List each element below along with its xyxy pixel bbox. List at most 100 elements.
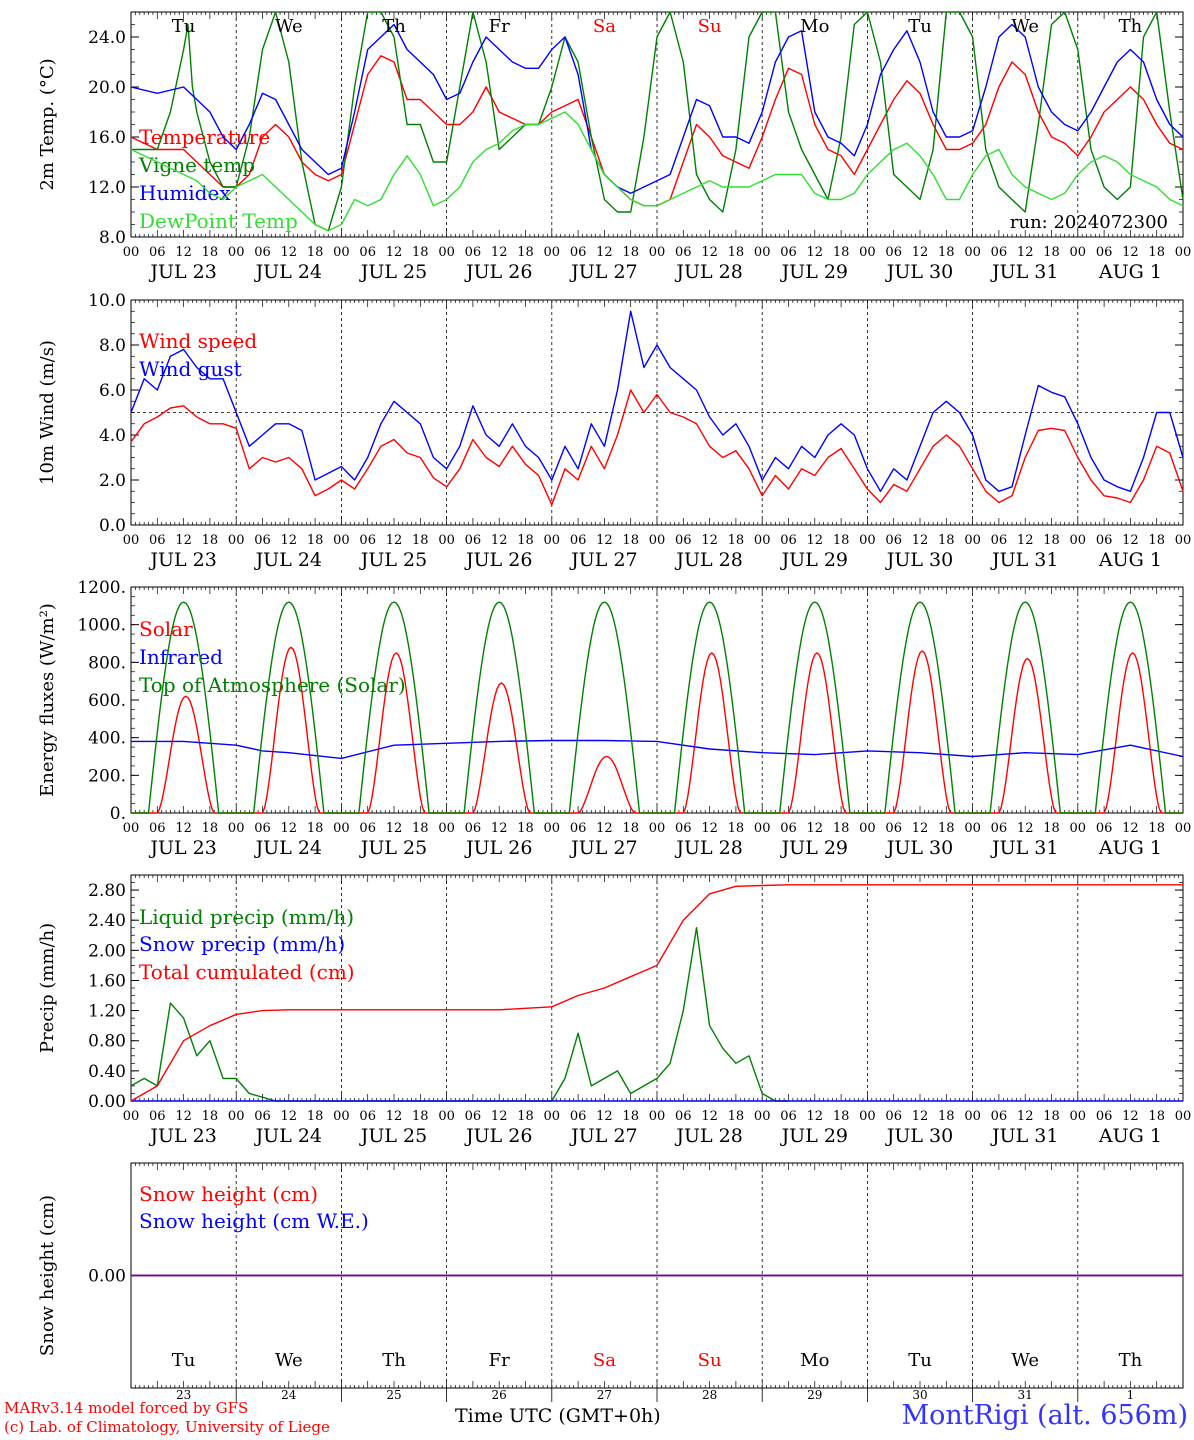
precip-hour-label: 18 [307, 1109, 324, 1124]
temp-series-1 [131, 11, 1184, 232]
energy-hour-label: 18 [412, 821, 429, 836]
energy-hour-label: 00 [544, 821, 561, 836]
precip-date-label: JUL 28 [674, 1125, 742, 1147]
wind-hour-label: 00 [1070, 533, 1087, 548]
wind-series-0 [130, 389, 1184, 506]
energy-ytick-label: 0. [110, 804, 126, 824]
energy-hour-label: 12 [807, 821, 824, 836]
temp-ytick-label: 24.0 [88, 28, 126, 48]
energy-hour-label: 00 [964, 821, 981, 836]
precip-hour-label: 06 [885, 1109, 902, 1124]
precip-hour-label: 18 [412, 1109, 429, 1124]
wind-series-1 [130, 310, 1184, 492]
top-day-name: We [275, 16, 303, 37]
wind-hour-label: 06 [254, 533, 271, 548]
energy-hour-label: 00 [649, 821, 666, 836]
temp-hour-label: 00 [754, 245, 771, 260]
temp-hour-label: 00 [438, 245, 455, 260]
precip-hour-label: 12 [912, 1109, 929, 1124]
precip-hour-label: 18 [1148, 1109, 1165, 1124]
bottom-day-number: 29 [807, 1388, 822, 1402]
energy-hour-label: 12 [491, 821, 508, 836]
temp-hour-label: 00 [1175, 245, 1192, 260]
temp-hour-label: 06 [465, 245, 482, 260]
bottom-day-name: Fr [489, 1350, 510, 1371]
top-day-name: Fr [489, 16, 510, 37]
energy-hour-label: 12 [281, 821, 298, 836]
energy-hour-label: 12 [701, 821, 718, 836]
temp-hour-label: 12 [175, 245, 192, 260]
bottom-day-number: 26 [492, 1388, 507, 1402]
temp-hour-label: 12 [491, 245, 508, 260]
energy-ytick-label: 1200. [77, 578, 126, 598]
wind-ylabel: 10m Wind (m/s) [37, 340, 58, 485]
energy-hour-label: 06 [149, 821, 166, 836]
temp-hour-label: 18 [202, 245, 219, 260]
wind-hour-label: 12 [701, 533, 718, 548]
temp-hour-label: 06 [254, 245, 271, 260]
energy-date-label: JUL 27 [569, 837, 637, 859]
temp-hour-label: 12 [701, 245, 718, 260]
precip-hour-label: 12 [175, 1109, 192, 1124]
energy-date-label: JUL 25 [359, 837, 427, 859]
wind-legend-0: Wind speed [139, 329, 257, 353]
wind-hour-label: 12 [596, 533, 613, 548]
temp-series-2 [130, 23, 1184, 194]
wind-hour-label: 00 [859, 533, 876, 548]
precip-date-label: AUG 1 [1098, 1125, 1162, 1147]
energy-hour-label: 06 [570, 821, 587, 836]
energy-legend-2: Top of Atmosphere (Solar) [139, 673, 406, 697]
wind-hour-label: 06 [675, 533, 692, 548]
precip-hour-label: 18 [517, 1109, 534, 1124]
wind-hour-label: 00 [123, 533, 140, 548]
model-credit-line1: MARv3.14 model forced by GFS [4, 1399, 249, 1417]
precip-hour-label: 18 [622, 1109, 639, 1124]
temp-hour-label: 12 [807, 245, 824, 260]
wind-hour-label: 06 [780, 533, 797, 548]
bottom-day-number: 28 [702, 1388, 717, 1402]
precip-hour-label: 18 [938, 1109, 955, 1124]
energy-hour-label: 18 [307, 821, 324, 836]
precip-hour-label: 12 [807, 1109, 824, 1124]
energy-series-1 [131, 739, 1184, 760]
temp-hour-label: 18 [938, 245, 955, 260]
wind-date-label: JUL 28 [674, 549, 742, 571]
precip-hour-label: 06 [991, 1109, 1008, 1124]
wind-date-label: JUL 27 [569, 549, 637, 571]
bottom-day-number: 1 [1127, 1388, 1135, 1402]
temp-hour-label: 00 [649, 245, 666, 260]
energy-hour-label: 12 [1017, 821, 1034, 836]
wind-hour-label: 06 [1096, 533, 1113, 548]
temp-hour-label: 18 [728, 245, 745, 260]
energy-legend-1: Infrared [139, 645, 223, 669]
energy-hour-label: 06 [675, 821, 692, 836]
precip-hour-label: 00 [649, 1109, 666, 1124]
energy-date-label: JUL 24 [254, 837, 322, 859]
energy-ylabel: Energy fluxes (W/m²) [37, 603, 58, 797]
wind-hour-label: 18 [1043, 533, 1060, 548]
temp-hour-label: 00 [859, 245, 876, 260]
wind-ytick-label: 0.0 [99, 516, 126, 536]
temp-legend-1: Vigne temp [138, 153, 255, 177]
bottom-day-name: Mo [800, 1350, 829, 1371]
energy-hour-label: 00 [859, 821, 876, 836]
energy-ytick-label: 1000. [77, 616, 126, 636]
temp-date-label: JUL 31 [990, 261, 1058, 283]
energy-hour-label: 06 [780, 821, 797, 836]
energy-ytick-label: 800. [88, 653, 126, 673]
bottom-day-name: Su [698, 1350, 722, 1371]
temp-legend-0: Temperature [139, 125, 270, 149]
precip-date-label: JUL 26 [464, 1125, 532, 1147]
energy-ytick-label: 200. [88, 766, 126, 786]
wind-hour-label: 18 [728, 533, 745, 548]
wind-hour-label: 06 [465, 533, 482, 548]
bottom-day-name: Tu [908, 1350, 932, 1371]
precip-hour-label: 18 [1043, 1109, 1060, 1124]
wind-hour-label: 12 [1017, 533, 1034, 548]
temp-hour-label: 00 [228, 245, 245, 260]
wind-date-label: JUL 26 [464, 549, 532, 571]
precip-hour-label: 18 [833, 1109, 850, 1124]
temp-date-label: JUL 25 [359, 261, 427, 283]
precip-hour-label: 00 [123, 1109, 140, 1124]
energy-hour-label: 12 [596, 821, 613, 836]
